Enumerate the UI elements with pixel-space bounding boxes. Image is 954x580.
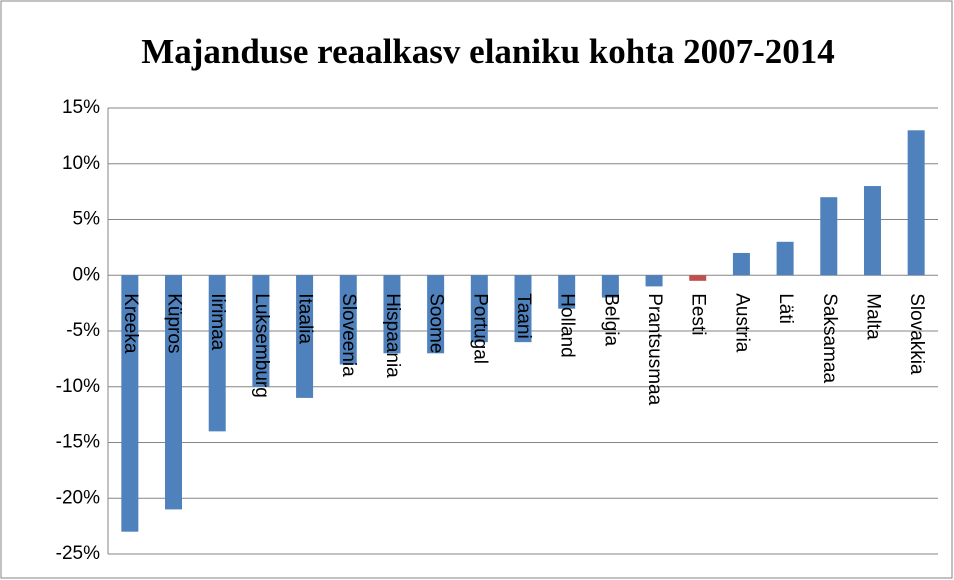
bar [732, 252, 750, 276]
x-tick-label: Saksamaa [819, 293, 840, 383]
bar [601, 275, 619, 298]
y-tick-label: 10% [62, 153, 100, 174]
bar [558, 275, 576, 309]
bar [820, 197, 838, 276]
x-tick-label: Läti [775, 293, 796, 324]
y-tick-label: -15% [56, 432, 100, 453]
x-tick-label: Portugal [469, 293, 490, 364]
bar [645, 275, 663, 287]
bar [339, 275, 357, 365]
x-tick-label: Belgia [600, 293, 621, 346]
chart-title: Majanduse reaalkasv elaniku kohta 2007-2… [141, 32, 835, 71]
x-tick-label: Malta [862, 293, 883, 340]
x-tick-label: Sloveenia [338, 293, 359, 377]
x-tick-label: Kreeka [120, 293, 141, 354]
bar [907, 130, 925, 276]
x-tick-label: Soome [426, 293, 447, 353]
bar [689, 275, 707, 281]
x-tick-label: Luksemburg [251, 293, 272, 398]
bar [470, 275, 488, 343]
bar [863, 186, 881, 276]
x-tick-label: Slovakkia [906, 293, 927, 375]
y-tick-label: 15% [62, 97, 100, 118]
bar [427, 275, 445, 354]
y-tick-label: -5% [66, 320, 100, 341]
x-tick-label: Eesti [688, 293, 709, 335]
x-tick-label: Itaalia [295, 293, 316, 344]
bar [514, 275, 532, 343]
bar [121, 275, 139, 532]
y-tick-label: 0% [73, 264, 101, 285]
x-tick-label: Küpros [164, 293, 185, 353]
x-tick-label: Prantsusmaa [644, 293, 665, 405]
bar [165, 275, 183, 510]
x-tick-label: Hispaania [382, 293, 403, 378]
x-tick-label: Austria [731, 293, 752, 353]
y-tick-label: -10% [56, 376, 100, 397]
y-tick-label: -20% [56, 487, 100, 508]
x-tick-label: Taani [513, 293, 534, 338]
bar [296, 275, 314, 398]
bar [383, 275, 401, 354]
y-tick-label: -25% [56, 543, 100, 564]
bar [252, 275, 270, 387]
x-tick-label: Holland [557, 293, 578, 357]
bar [776, 241, 794, 276]
bar [208, 275, 226, 432]
y-tick-label: 5% [73, 209, 101, 230]
x-tick-label: Iirimaa [207, 293, 228, 350]
